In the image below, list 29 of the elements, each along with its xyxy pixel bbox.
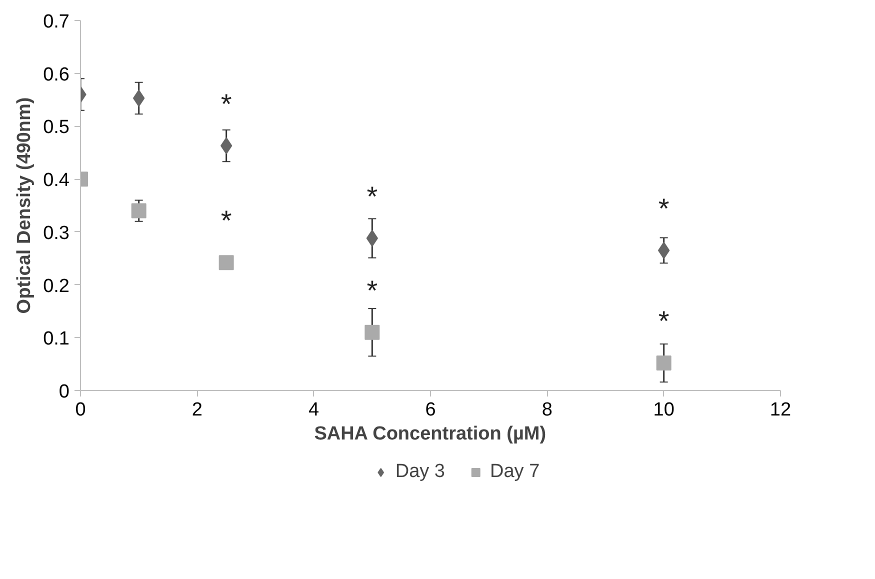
x-axis-title: SAHA Concentration (µM) [314,424,546,444]
x-tick-label: 4 [308,400,320,420]
legend-label: Day 3 [395,461,445,483]
y-tick-label: 0.5 [43,117,70,138]
annotation: * [658,306,670,337]
annotation: * [658,192,670,224]
annotation: * [366,180,378,212]
x-tick-label: 2 [192,400,202,420]
x-tick-label: 8 [542,400,552,420]
y-tick-label: 0.3 [43,222,70,244]
y-tick-label: 0.7 [43,12,70,32]
y-tick-label: 0 [58,382,70,402]
point [656,356,672,371]
annotation: * [366,274,378,306]
x-tick-label: 10 [653,400,674,420]
y-tick-label: 0.2 [43,276,70,297]
x-tick-label: 6 [425,400,436,420]
y-axis-title: Optical Density (490nm) [14,97,36,314]
annotation: * [220,205,232,236]
legend-label: Day 7 [490,461,540,483]
y-tick-label: 0.6 [43,64,70,86]
annotation: * [220,88,232,120]
point [131,203,146,218]
point [218,255,234,270]
x-tick-label: 12 [770,400,792,420]
x-tick-label: 0 [75,400,86,420]
y-tick-label: 0.1 [43,328,70,350]
y-tick-label: 0.4 [43,170,70,192]
point [364,324,380,340]
